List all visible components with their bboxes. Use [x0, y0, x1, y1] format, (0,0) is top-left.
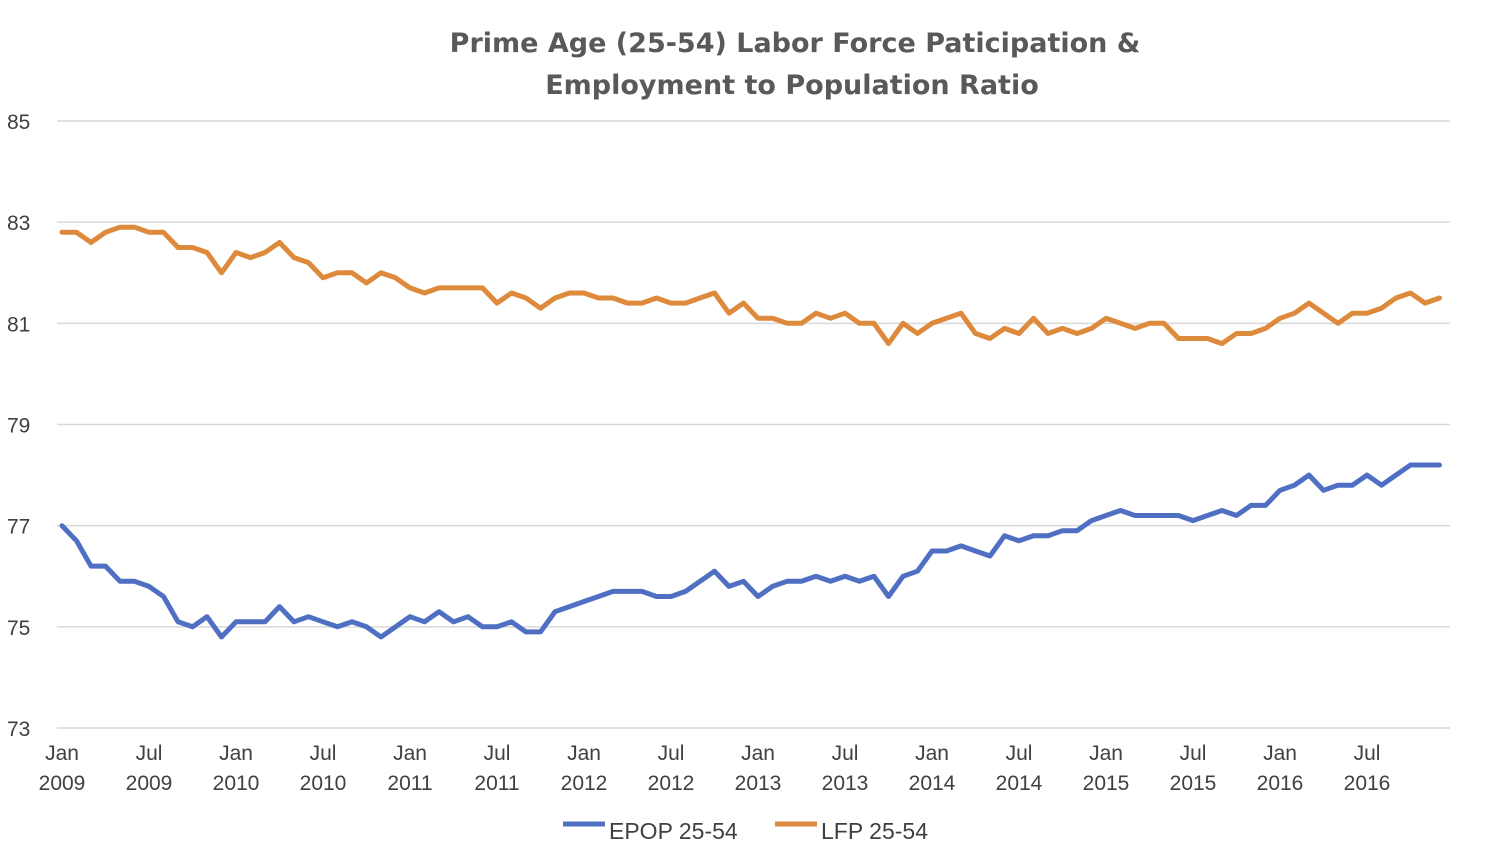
x-tick-year-13: 2015 — [1170, 772, 1217, 795]
chart-title-line-1: Prime Age (25-54) Labor Force Paticipati… — [450, 28, 1141, 59]
x-tick-month-7: Jul — [658, 742, 685, 765]
x-tick-month-5: Jul — [484, 742, 511, 765]
x-tick-month-8: Jan — [741, 742, 775, 765]
series-line-epop — [59, 462, 1442, 640]
y-tick-label-81: 81 — [7, 313, 30, 336]
x-tick-month-1: Jul — [136, 742, 163, 765]
x-tick-year-1: 2009 — [126, 772, 173, 795]
x-tick-year-2: 2010 — [213, 772, 260, 795]
x-tick-month-11: Jul — [1006, 742, 1033, 765]
x-tick-month-6: Jan — [567, 742, 601, 765]
x-tick-year-9: 2013 — [822, 772, 869, 795]
x-tick-month-4: Jan — [393, 742, 427, 765]
x-tick-year-10: 2014 — [909, 772, 956, 795]
chart-title: Prime Age (25-54) Labor Force Paticipati… — [450, 28, 1141, 101]
y-tick-label-75: 75 — [7, 617, 30, 640]
x-tick-month-12: Jan — [1089, 742, 1123, 765]
y-tick-label-73: 73 — [7, 718, 30, 741]
y-tick-label-79: 79 — [7, 415, 30, 438]
legend-label-lfp: LFP 25-54 — [821, 818, 928, 844]
x-tick-year-11: 2014 — [996, 772, 1043, 795]
x-tick-year-12: 2015 — [1083, 772, 1130, 795]
y-tick-label-77: 77 — [7, 516, 30, 539]
series-line-lfp — [59, 224, 1442, 347]
x-tick-year-15: 2016 — [1344, 772, 1391, 795]
x-tick-month-2: Jan — [219, 742, 253, 765]
x-tick-year-4: 2011 — [387, 772, 432, 795]
x-tick-month-15: Jul — [1354, 742, 1381, 765]
legend-label-epop: EPOP 25-54 — [609, 818, 738, 844]
y-tick-label-83: 83 — [7, 212, 30, 235]
x-tick-year-5: 2011 — [474, 772, 519, 795]
y-tick-label-85: 85 — [7, 111, 30, 134]
x-tick-month-14: Jan — [1263, 742, 1297, 765]
x-tick-month-0: Jan — [45, 742, 79, 765]
x-tick-year-8: 2013 — [735, 772, 782, 795]
x-tick-month-9: Jul — [832, 742, 859, 765]
gridlines — [57, 120, 1450, 729]
legend: EPOP 25-54 LFP 25-54 — [563, 818, 928, 844]
series-lines — [59, 224, 1442, 640]
chart-title-line-2: Employment to Population Ratio — [545, 70, 1039, 101]
x-tick-year-14: 2016 — [1257, 772, 1304, 795]
x-tick-year-7: 2012 — [648, 772, 695, 795]
x-tick-year-6: 2012 — [561, 772, 608, 795]
y-axis-ticks: 73 75 77 79 81 83 85 — [7, 111, 30, 741]
x-axis-ticks: Jan 2009 Jul 2009 Jan 2010 Jul 2010 Jan 2011 Jul 20… — [39, 742, 1391, 795]
x-tick-year-0: 2009 — [39, 772, 86, 795]
x-tick-month-3: Jul — [310, 742, 337, 765]
x-tick-month-10: Jan — [915, 742, 949, 765]
x-tick-year-3: 2010 — [300, 772, 347, 795]
x-tick-month-13: Jul — [1180, 742, 1207, 765]
